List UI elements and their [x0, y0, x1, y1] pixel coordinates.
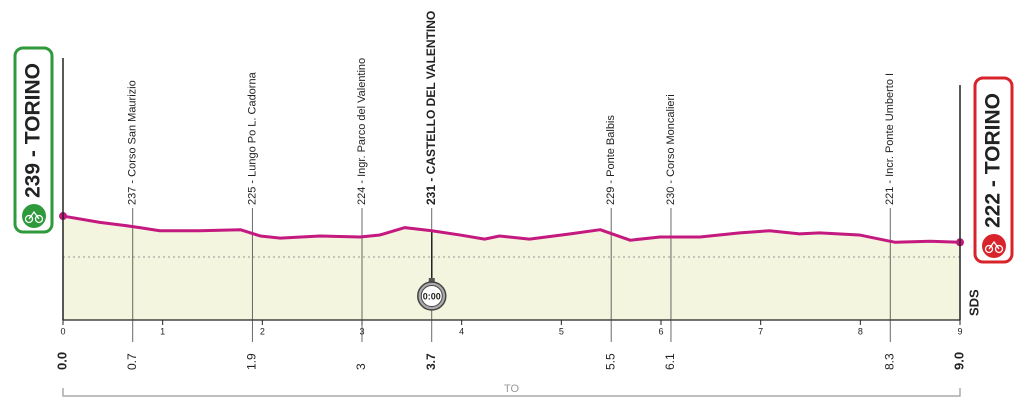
waypoint-label: 229 - Ponte Balbis: [605, 115, 617, 205]
profile-line: [62, 214, 961, 244]
x-tick-label: 8: [858, 326, 863, 336]
x-tick-label: 6: [658, 326, 663, 336]
waypoint-km: 0.7: [125, 353, 139, 370]
x-tick-label: 4: [459, 326, 464, 336]
checkpoint-face: [420, 285, 443, 307]
waypoint-km: 8.3: [882, 353, 896, 370]
x-tick-label: 2: [260, 326, 265, 336]
start-icon: [22, 204, 46, 228]
profile-area: [63, 216, 960, 320]
waypoint-label: 221 - Incr. Ponte Umberto I: [884, 73, 896, 205]
start-rider: [28, 210, 40, 220]
waypoint-label: 231 - CASTELLO DEL VALENTINO: [424, 11, 438, 205]
province-label: TO: [504, 383, 520, 395]
finish-box: [973, 76, 1014, 264]
start-label: 239 - TORINO: [22, 63, 45, 198]
start-wheel: [34, 214, 44, 224]
finish-rider: [988, 240, 1000, 250]
start-km: 0.0: [54, 352, 69, 370]
x-tick-label: 7: [758, 326, 763, 336]
province-bracket: [62, 388, 961, 397]
x-tick-label: 5: [559, 326, 564, 336]
waypoint-label: 230 - Corso Moncalieri: [665, 94, 677, 205]
x-tick-label: 9: [957, 326, 962, 336]
waypoint-km: 1.9: [245, 353, 259, 370]
finish-icon: [982, 234, 1006, 258]
waypoint-km: 3: [354, 363, 368, 370]
logo: SDS: [966, 289, 981, 316]
x-tick-label: 0: [60, 326, 65, 336]
waypoint-km: 5.5: [603, 353, 617, 370]
finish-km: 9.0: [951, 352, 966, 370]
waypoint-label: 237 - Corso San Maurizio: [127, 80, 139, 205]
checkpoint-label: 0:00: [423, 291, 441, 301]
x-tick-label: 1: [160, 326, 165, 336]
finish-label: 222 - TORINO: [982, 93, 1005, 228]
waypoint-label: 224 - Ingr. Parco del Valentino: [356, 58, 368, 205]
start-wheel: [24, 214, 34, 224]
waypoint-label: 225 - Lungo Po L. Cadorna: [246, 71, 258, 205]
waypoint-km: 6.1: [663, 353, 677, 370]
start-box: [13, 46, 54, 234]
stopwatch-crown: [428, 278, 435, 282]
finish-wheel: [994, 244, 1004, 254]
waypoint-km: 3.7: [424, 353, 438, 370]
finish-wheel: [984, 244, 994, 254]
